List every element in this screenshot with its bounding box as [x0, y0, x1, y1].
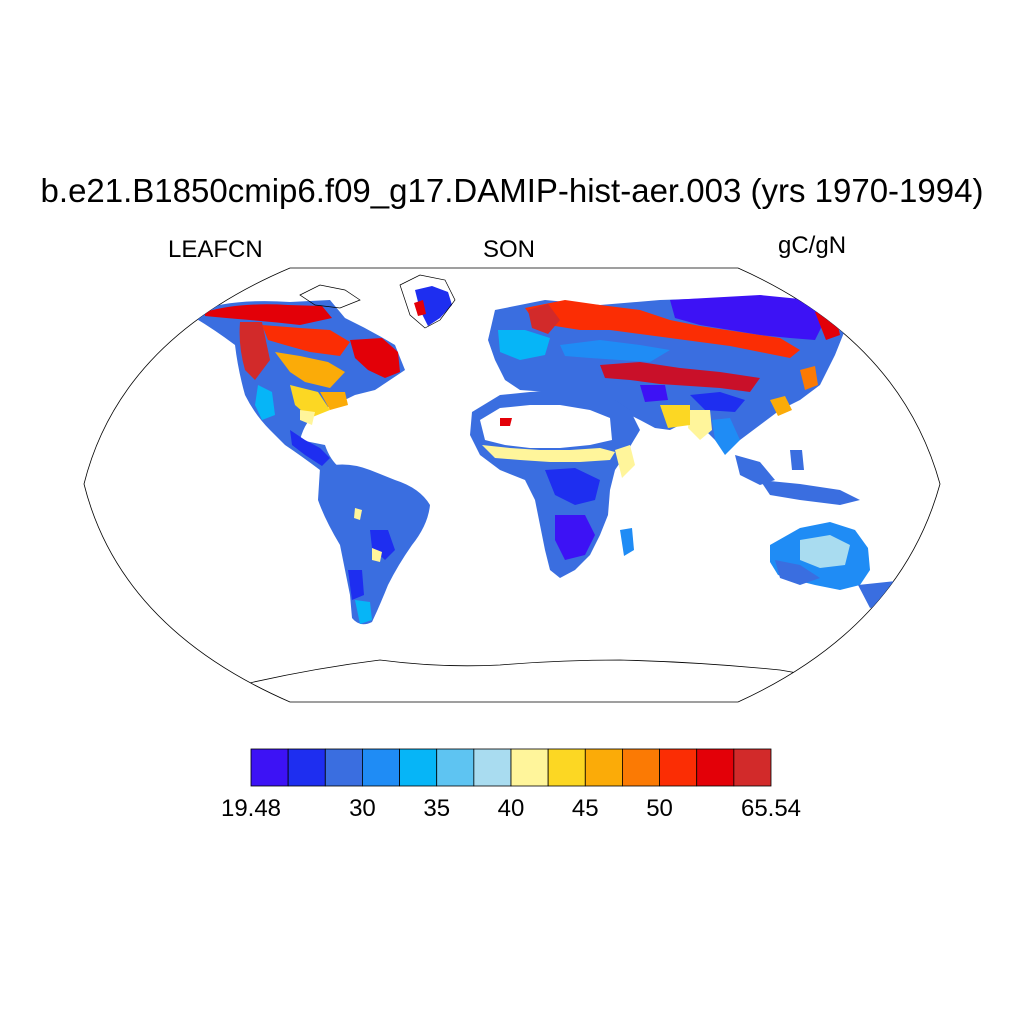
colorbar-swatch: [436, 748, 475, 787]
eurasia: [488, 295, 860, 505]
units-label: gC/gN: [778, 232, 847, 259]
colorbar-tick-label: 30: [349, 795, 376, 822]
colorbar: [250, 748, 772, 787]
colorbar-swatch: [696, 748, 735, 787]
south-america: [318, 464, 430, 625]
colorbar-swatch: [324, 748, 363, 787]
antarctica-coast: [219, 659, 881, 696]
greenland-coast: [399, 274, 456, 329]
colorbar-tick-label: 65.54: [740, 795, 802, 822]
colorbar-tick-label: 35: [423, 795, 451, 822]
africa: [470, 390, 640, 578]
map-title: b.e21.B1850cmip6.f09_g17.DAMIP-hist-aer.…: [40, 172, 984, 209]
colorbar-swatch: [250, 748, 289, 787]
colorbar-swatch: [473, 748, 512, 787]
colorbar-tick-label: 45: [571, 795, 599, 822]
colorbar-tick-label: 50: [646, 795, 673, 822]
colorbar-swatch: [584, 748, 623, 787]
arctic-islands-coast: [299, 284, 361, 309]
north-america: [195, 286, 452, 470]
colorbar-swatch: [399, 748, 438, 787]
variable-label: LEAFCN: [168, 236, 263, 263]
colorbar-swatch: [622, 748, 660, 787]
colorbar-swatch: [659, 748, 698, 787]
colorbar-swatch: [510, 748, 549, 787]
colorbar-tick-label: 19.48: [220, 795, 282, 822]
season-label: SON: [483, 236, 536, 263]
colorbar-swatch: [287, 748, 326, 787]
colorbar-tick-label: 40: [497, 795, 525, 822]
australia: [770, 522, 905, 608]
colorbar-swatch: [733, 748, 772, 787]
colorbar-swatch: [547, 748, 586, 787]
colorbar-swatch: [362, 748, 400, 787]
